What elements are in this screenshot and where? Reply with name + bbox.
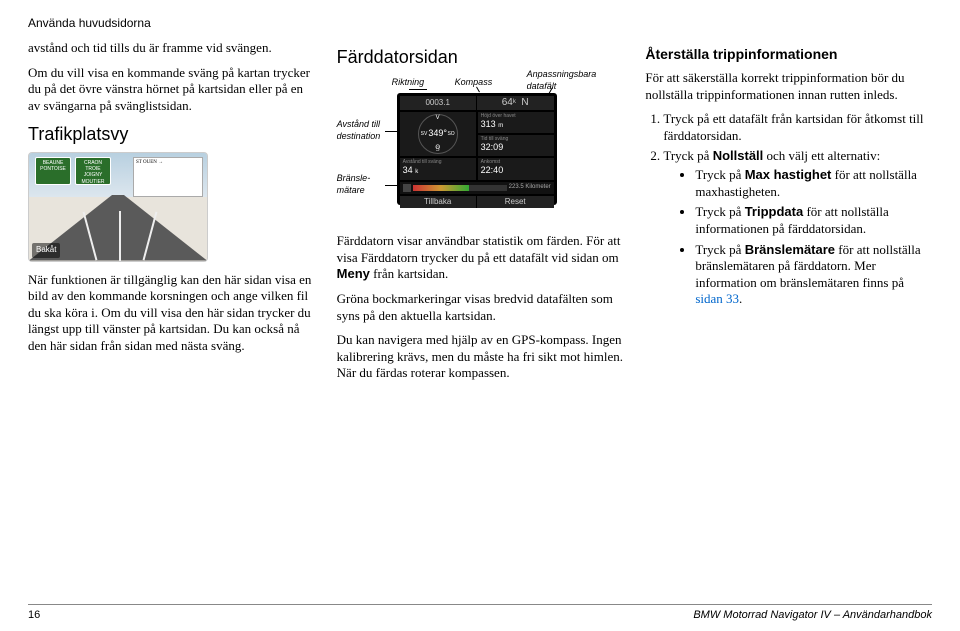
cell-value: 22:40 — [481, 165, 551, 177]
reset-steps-list: Tryck på ett datafält från kartsidan för… — [645, 111, 932, 308]
text-run: Färddatorn visar användbar statistik om … — [337, 233, 621, 265]
text-run: från kartsidan. — [370, 266, 448, 281]
fuel-bar — [413, 185, 507, 191]
cell-unit: k — [415, 169, 418, 175]
cell-value: 34 — [403, 165, 413, 175]
bold-trippdata: Trippdata — [745, 204, 804, 219]
trip-cell-arrival: Ankomst 22:40 — [478, 158, 554, 180]
doc-title: BMW Motorrad Navigator IV – Användarhand… — [693, 609, 932, 621]
option-branslematare: Tryck på Bränslemätare för att nollställ… — [695, 242, 932, 309]
text-run: och välj ett alternativ: — [763, 148, 880, 163]
text-run: Tryck på — [663, 148, 712, 163]
col2-para1: Färddatorn visar användbar statistik om … — [337, 233, 624, 283]
page-header: Använda huvudsidorna — [28, 16, 932, 30]
compass-center-reading: 349° — [428, 128, 447, 140]
column-1: avstånd och tid tills du är framme vid s… — [28, 40, 315, 580]
trip-back-button: Tillbaka — [400, 196, 477, 208]
page-footer: 16 BMW Motorrad Navigator IV – Användarh… — [28, 604, 932, 621]
compass-dir-sv: SV — [421, 131, 428, 137]
link-sidan-33[interactable]: sidan 33 — [695, 291, 739, 306]
fuel-icon — [403, 184, 411, 192]
heading-farddatorsidan: Färddatorsidan — [337, 46, 624, 69]
callout-avstand: Avstånd till destination — [337, 119, 392, 142]
col3-para1: För att säkerställa korrekt trippinforma… — [645, 70, 932, 103]
step-2: Tryck på Nollställ och välj ett alternat… — [663, 148, 932, 308]
compass-s: S — [436, 147, 440, 155]
junction-sign-1: BEAUNE PONTOISE — [35, 157, 71, 185]
text-run: Tryck på — [695, 204, 744, 219]
trip-speed-value: 64 — [502, 97, 513, 110]
trip-speed-unit: k — [513, 99, 516, 107]
callout-line — [409, 89, 427, 90]
junction-exit-panel: ST OUEN → — [133, 157, 203, 197]
trip-cell-altitude: Höjd över havet 313 m — [478, 112, 554, 133]
fuel-unit: Kilometer — [525, 184, 550, 190]
junction-back-button: Bakåt — [32, 243, 60, 257]
trip-computer-illustration: Riktning Kompass Anpassningsbara datafäl… — [337, 75, 617, 225]
col1-para3: När funktionen är tillgänglig kan den hä… — [28, 272, 315, 355]
text-run: Tryck på — [695, 167, 744, 182]
trip-speed: 64 k N — [477, 96, 554, 110]
cell-unit: m — [498, 123, 503, 129]
trip-screen: 0003.1 64 k N V O SV SO — [397, 93, 557, 205]
heading-aterstalla: Återställa trippinformationen — [645, 46, 932, 64]
column-2: Färddatorsidan Riktning Kompass Anpassni… — [337, 40, 624, 580]
compass-dir-so: SO — [447, 131, 454, 137]
option-trippdata: Tryck på Trippdata för att nollställa in… — [695, 204, 932, 237]
bold-meny: Meny — [337, 266, 370, 281]
callout-bransle: Bränsle-mätare — [337, 173, 392, 196]
callout-anpass: Anpassningsbara datafält — [527, 69, 607, 92]
page-number: 16 — [28, 609, 40, 621]
text-run: Tryck på — [695, 242, 744, 257]
trip-reset-button: Reset — [477, 196, 554, 208]
text-run: . — [739, 291, 742, 306]
trip-odometer: 0003.1 — [400, 96, 477, 110]
cell-value: 32:09 — [481, 142, 551, 154]
heading-trafikplatsvy: Trafikplatsvy — [28, 123, 315, 146]
cell-value: 313 — [481, 119, 496, 129]
trip-compass: V O SV SO 349° S — [400, 112, 476, 156]
content-columns: avstånd och tid tills du är framme vid s… — [28, 40, 932, 580]
col1-para1: avstånd och tid tills du är framme vid s… — [28, 40, 315, 57]
reset-options-list: Tryck på Max hastighet för att nollställ… — [663, 167, 932, 308]
bold-nollstall: Nollställ — [713, 148, 764, 163]
fuel-fill — [413, 185, 469, 191]
trip-cell-dist-to-turn: Avstånd till sväng 34 k — [400, 158, 476, 180]
trip-fuel-row: 223.5 Kilometer — [400, 182, 554, 194]
trip-cell-time-to-turn: Tid till sväng 32:09 — [478, 135, 554, 156]
column-3: Återställa trippinformationen För att sä… — [645, 40, 932, 580]
lane-line — [119, 211, 121, 261]
callout-riktning: Riktning — [392, 77, 425, 89]
compass-dir-v: V — [436, 115, 440, 123]
col2-para3: Du kan navigera med hjälp av en GPS-komp… — [337, 332, 624, 382]
trip-heading-letter: N — [521, 97, 528, 110]
junction-view-illustration: BEAUNE PONTOISE CRAON TROIE JOIGNY MOUTI… — [28, 152, 208, 262]
bold-max-hastighet: Max hastighet — [745, 167, 832, 182]
fuel-value: 223.5 — [509, 184, 524, 190]
bold-branslematare: Bränslemätare — [745, 242, 835, 257]
junction-sign-2: CRAON TROIE JOIGNY MOUTIER — [75, 157, 111, 185]
option-max-hastighet: Tryck på Max hastighet för att nollställ… — [695, 167, 932, 200]
col2-para2: Gröna bockmarkeringar visas bredvid data… — [337, 291, 624, 324]
step-1: Tryck på ett datafält från kartsidan för… — [663, 111, 932, 144]
callout-kompass: Kompass — [455, 77, 493, 89]
col1-para2: Om du vill visa en kommande sväng på kar… — [28, 65, 315, 115]
